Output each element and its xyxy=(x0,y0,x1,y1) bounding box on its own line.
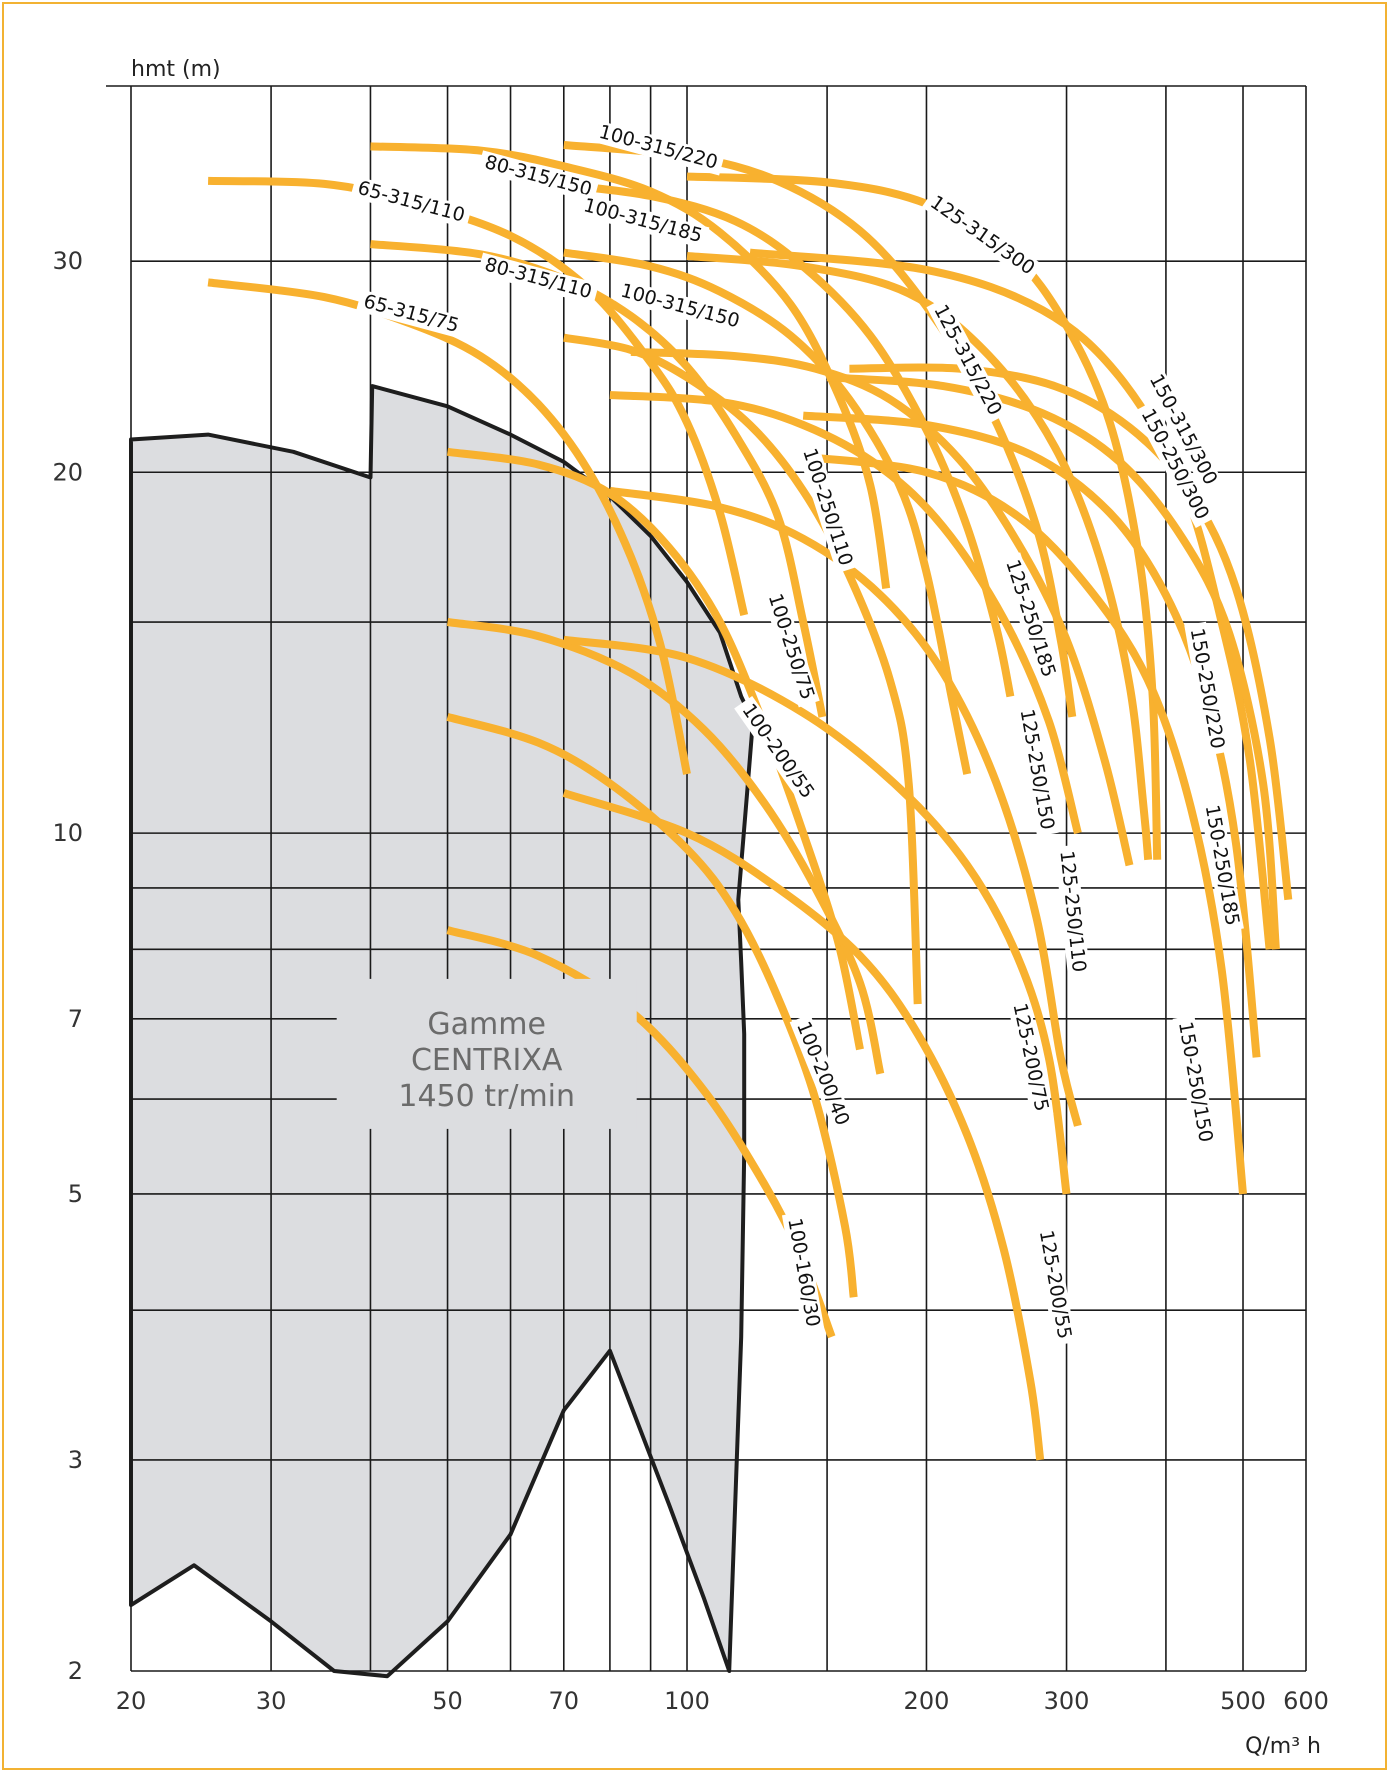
x-tick-label: 50 xyxy=(432,1687,463,1715)
x-tick-label: 200 xyxy=(904,1687,950,1715)
pump-curve-125-250/110 xyxy=(609,486,1082,1127)
curve-label-bg xyxy=(1054,844,1091,979)
curve-label: 125-200/55 xyxy=(1035,1229,1076,1341)
curve-label: 125-250/110 xyxy=(1055,850,1090,974)
range-label-bg xyxy=(336,978,637,1129)
curve-label-bg xyxy=(926,296,1008,424)
curve-label-bg xyxy=(1142,366,1224,494)
curve-label-bg xyxy=(477,252,600,305)
x-tick-label: 300 xyxy=(1044,1687,1090,1715)
curve-label-bg xyxy=(591,120,725,176)
pump-curve-125-315/220 xyxy=(686,252,1153,861)
curve-label-bg xyxy=(921,188,1043,283)
x-tick-label: 20 xyxy=(116,1687,147,1715)
curve-label-bg xyxy=(1033,1223,1077,1346)
y-tick-label: 10 xyxy=(52,819,83,847)
range-label-line: CENTRIXA xyxy=(411,1043,563,1078)
x-tick-label: 500 xyxy=(1220,1687,1266,1715)
curve-label-bg xyxy=(613,278,747,335)
curve-label-bg xyxy=(999,552,1061,685)
curve-label-bg xyxy=(576,193,710,249)
range-label-line: 1450 tr/min xyxy=(398,1079,575,1114)
curve-label: 100-160/30 xyxy=(783,1216,824,1328)
x-tick-label: 600 xyxy=(1283,1687,1329,1715)
pump-curve-150-250/185 xyxy=(802,411,1261,1058)
x-tick-label: 100 xyxy=(664,1687,710,1715)
curve-label-bg xyxy=(796,441,858,574)
pump-curve-125-315/300 xyxy=(686,172,1162,860)
pump-curve-125-250/150 xyxy=(609,391,1082,835)
range-label-line: Gamme xyxy=(427,1007,546,1042)
x-tick-label: 70 xyxy=(549,1687,580,1715)
x-axis-title: Q/m³ h xyxy=(1245,1734,1321,1759)
curve-label-bg xyxy=(761,586,820,708)
pump-curve-100-200/55 xyxy=(446,618,885,1075)
pump-curve-125-250/185 xyxy=(630,347,1134,867)
curve-label: 150-250/220 xyxy=(1186,627,1229,751)
x-tick-label: 30 xyxy=(256,1687,287,1715)
y-tick-label: 2 xyxy=(68,1657,83,1685)
curve-label-bg xyxy=(781,1211,825,1334)
pump-curve-150-250/220 xyxy=(826,373,1280,950)
curve-label-bg xyxy=(1006,996,1054,1119)
y-tick-label: 5 xyxy=(68,1180,83,1208)
y-axis-title: hmt (m) xyxy=(131,57,221,82)
curve-label: 125-315/300 xyxy=(926,191,1039,279)
y-tick-label: 3 xyxy=(68,1446,83,1474)
curve-label-bg xyxy=(789,1013,856,1134)
curve-label-bg xyxy=(350,176,472,229)
curve-label: 150-250/150 xyxy=(1174,1020,1217,1144)
pump-curve-100-315/150 xyxy=(563,248,972,775)
curve-label-bg xyxy=(477,150,600,203)
pump-curve-125-200/55 xyxy=(562,789,1045,1461)
curve-label: 65-315/110 xyxy=(355,177,467,227)
curve-label-bg xyxy=(356,289,467,339)
curve-label-bg xyxy=(1199,798,1244,933)
pump-curve-150-250/150 xyxy=(802,452,1247,1195)
curve-label-bg xyxy=(1014,702,1059,837)
curve-label: 65-315/75 xyxy=(361,290,461,337)
pump-curve-100-200/40 xyxy=(446,713,858,1298)
curve-label-bg xyxy=(1172,1015,1218,1149)
pump-curve-150-315/300 xyxy=(749,248,1274,950)
pump-curve-125-200/75 xyxy=(563,635,1071,1195)
curve-label-bg xyxy=(1184,621,1229,756)
curve-label-bg xyxy=(734,695,822,807)
y-tick-label: 30 xyxy=(52,247,83,275)
y-tick-label: 7 xyxy=(68,1005,83,1033)
y-tick-label: 20 xyxy=(52,458,83,486)
curve-label-bg xyxy=(1133,401,1216,528)
pump-curve-65-315/75 xyxy=(207,278,691,775)
